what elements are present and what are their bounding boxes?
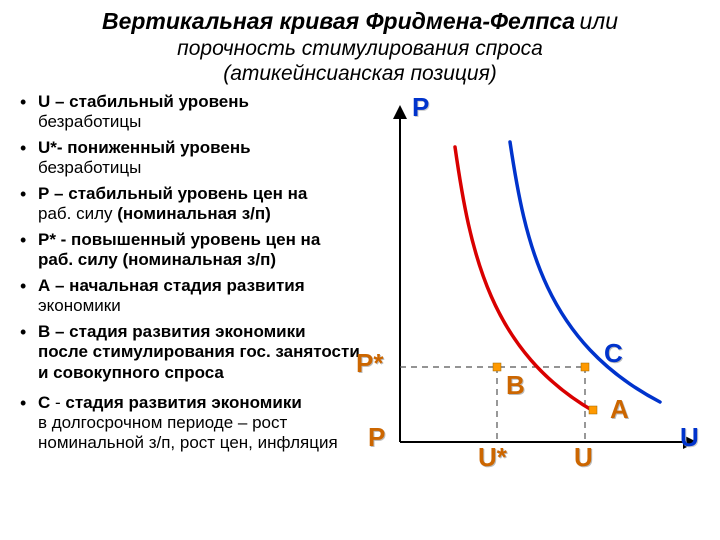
title-sub2: (атикейнсианская позиция) — [20, 61, 700, 86]
y-axis-label: P — [412, 92, 429, 123]
title-main-bold: Вертикальная кривая Фридмена-Фелпса — [102, 8, 575, 34]
chart-svg — [360, 92, 700, 492]
bullet-B: В – стадия развития экономики после стим… — [20, 322, 360, 382]
label-Pstar: P* — [356, 348, 383, 379]
title-main: Вертикальная кривая Фридмена-Фелпса или — [20, 8, 700, 36]
x-axis-label: U — [680, 422, 699, 453]
bullet-U: U – стабильный уровень безработицы — [20, 92, 360, 132]
title-sub1: порочность стимулирования спроса — [20, 36, 700, 61]
bullet-Ustar: U*- пониженный уровень безработицы — [20, 138, 360, 178]
content-row: U – стабильный уровень безработицы U*- п… — [20, 92, 700, 492]
bullet-Pstar: Р* - повышенный уровень цен на раб. силу… — [20, 230, 360, 270]
label-U: U — [574, 442, 593, 473]
title-or: или — [579, 8, 618, 34]
bullet-A: А – начальная стадия развития экономики — [20, 276, 360, 316]
title-block: Вертикальная кривая Фридмена-Фелпса или … — [20, 8, 700, 86]
bullet-P: Р – стабильный уровень цен на раб. силу … — [20, 184, 360, 224]
label-B: B — [506, 370, 525, 401]
bullets: U – стабильный уровень безработицы U*- п… — [20, 92, 360, 492]
label-C: C — [604, 338, 623, 369]
chart: P U P* P U* U B C A — [360, 92, 700, 492]
bullet-C: С - стадия развития экономики в долгосро… — [20, 393, 360, 453]
label-P: P — [368, 422, 385, 453]
slide: Вертикальная кривая Фридмена-Фелпса или … — [0, 0, 720, 540]
label-Ustar: U* — [478, 442, 507, 473]
label-A: A — [610, 394, 629, 425]
